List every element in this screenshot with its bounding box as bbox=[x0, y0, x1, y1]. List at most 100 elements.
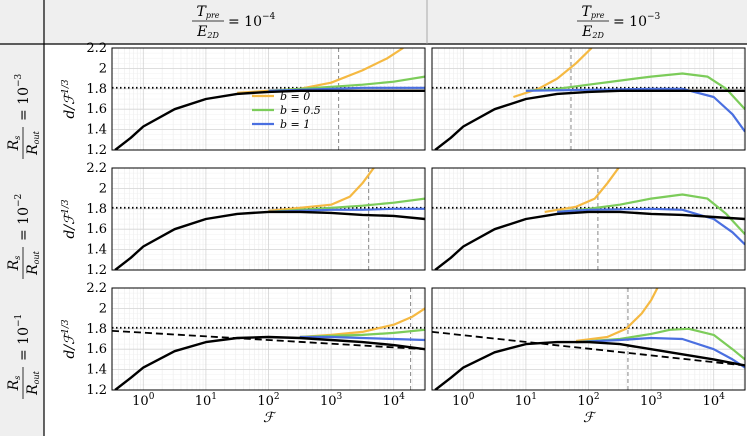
panel-1-1 bbox=[431, 167, 746, 271]
panel-2-0: 1.2 1.4 1.6 1.8 2 2.2 d/ℱ1/3 100 101 102 103 104 ℱ bbox=[61, 281, 426, 426]
col0-num: T bbox=[196, 4, 207, 20]
panel-frame bbox=[111, 287, 426, 391]
y-tick-label: 2.2 bbox=[86, 161, 107, 176]
panel-curves bbox=[432, 168, 745, 270]
panel-curves bbox=[112, 288, 425, 390]
col1-num: T bbox=[581, 4, 592, 20]
y-tick-label: 1.4 bbox=[86, 243, 107, 258]
panel-frame bbox=[111, 167, 426, 271]
svg-text:E2D: E2D bbox=[196, 24, 219, 40]
x-axis-label: ℱ bbox=[263, 410, 277, 426]
x-tick-label: 100 bbox=[132, 392, 155, 409]
panel-0-0: 1.2 1.4 1.6 1.8 2 2.2 d/ℱ1/3 b = 0b = 0.5b = 1 bbox=[61, 41, 426, 158]
base-curve bbox=[114, 335, 425, 390]
series-line-b2 bbox=[575, 336, 745, 369]
svg-text:Rs: Rs bbox=[6, 256, 22, 272]
series-line-b0 bbox=[268, 168, 375, 212]
base-curve bbox=[434, 89, 745, 150]
col0-exp: −4 bbox=[262, 12, 276, 22]
y-tick-label: 1.4 bbox=[86, 123, 107, 138]
row-header-1: Rs Rout = 10−2 bbox=[6, 194, 41, 279]
y-tick-label: 1.8 bbox=[86, 82, 107, 97]
y-tick-label: 1.6 bbox=[86, 222, 107, 237]
approximation-dashed-line bbox=[432, 330, 745, 367]
panel-0-1 bbox=[431, 47, 746, 151]
x-tick-label: 102 bbox=[257, 392, 279, 409]
svg-text:Tpre: Tpre bbox=[581, 4, 604, 20]
svg-text:Rs: Rs bbox=[6, 376, 22, 392]
y-tick-label: 1.8 bbox=[86, 322, 107, 337]
base-curve bbox=[114, 210, 425, 270]
legend-label: b = 0.5 bbox=[280, 104, 321, 117]
y-axis-label: d/ℱ1/3 bbox=[61, 319, 78, 358]
panel-curves bbox=[112, 48, 425, 150]
panel-curves bbox=[432, 48, 745, 150]
col1-den: E bbox=[581, 24, 592, 40]
svg-text:Rout: Rout bbox=[25, 250, 41, 276]
y-axis-label: d/ℱ1/3 bbox=[61, 199, 78, 238]
svg-text:= 10−1: = 10−1 bbox=[14, 314, 32, 361]
y-tick-label: 2 bbox=[99, 181, 107, 196]
svg-text:= 10−3: = 10−3 bbox=[613, 12, 661, 30]
series-line-b1 bbox=[557, 193, 745, 236]
panel-curves bbox=[112, 168, 425, 270]
y-tick-label: 2 bbox=[99, 301, 107, 316]
svg-text:E2D: E2D bbox=[581, 24, 604, 40]
y-tick-label: 2 bbox=[99, 61, 107, 76]
series-line-b2 bbox=[557, 207, 745, 246]
svg-text:= 10−3: = 10−3 bbox=[14, 73, 32, 121]
col1-eq: = 10 bbox=[613, 14, 647, 30]
legend: b = 0b = 0.5b = 1 bbox=[252, 90, 321, 131]
svg-text:Rout: Rout bbox=[25, 130, 41, 156]
x-tick-label: 104 bbox=[383, 392, 406, 409]
svg-text:Tpre: Tpre bbox=[196, 4, 219, 20]
legend-label: b = 1 bbox=[280, 118, 310, 131]
row-header-2: Rs Rout = 10−1 bbox=[6, 314, 41, 399]
series-line-b2 bbox=[525, 87, 745, 133]
svg-text:= 10−2: = 10−2 bbox=[14, 194, 32, 241]
y-tick-label: 2.2 bbox=[86, 281, 107, 296]
row-header-0: Rs Rout = 10−3 bbox=[6, 73, 41, 159]
y-tick-label: 1.4 bbox=[86, 363, 107, 378]
x-tick-label: 103 bbox=[640, 392, 663, 409]
panel-frame bbox=[431, 287, 746, 391]
x-tick-label: 101 bbox=[195, 392, 217, 409]
x-tick-label: 104 bbox=[703, 392, 726, 409]
x-axis-label: ℱ bbox=[583, 410, 597, 426]
panels: 1.2 1.4 1.6 1.8 2 2.2 d/ℱ1/3 b = 0b = 0.5b = 1 1… bbox=[61, 41, 746, 426]
series-line-b1 bbox=[525, 72, 745, 110]
series-line-b0 bbox=[575, 288, 659, 343]
x-tick-label: 102 bbox=[577, 392, 599, 409]
y-tick-label: 1.2 bbox=[86, 383, 107, 398]
panel-2-1: 100 101 102 103 104 ℱ bbox=[431, 287, 746, 426]
y-tick-label: 1.6 bbox=[86, 342, 107, 357]
approximation-dashed-line bbox=[112, 329, 425, 351]
y-tick-label: 1.8 bbox=[86, 202, 107, 217]
series-line-b2 bbox=[299, 335, 425, 342]
x-tick-label: 101 bbox=[515, 392, 537, 409]
series-line-b1 bbox=[575, 327, 745, 361]
y-tick-label: 1.2 bbox=[86, 143, 107, 158]
legend-label: b = 0 bbox=[280, 90, 310, 103]
col0-eq: = 10 bbox=[228, 14, 262, 30]
column-header-background bbox=[0, 0, 747, 44]
x-tick-label: 100 bbox=[452, 392, 475, 409]
y-tick-label: 1.6 bbox=[86, 102, 107, 117]
svg-text:Rout: Rout bbox=[25, 370, 41, 396]
series-line-b0 bbox=[544, 168, 620, 213]
base-curve bbox=[434, 340, 745, 390]
col1-exp: −3 bbox=[647, 12, 661, 22]
base-curve bbox=[434, 210, 745, 270]
y-axis-label: d/ℱ1/3 bbox=[61, 79, 78, 118]
x-tick-label: 103 bbox=[320, 392, 343, 409]
column-header-1: Tpre E2D = 10−3 bbox=[577, 4, 661, 40]
panel-curves bbox=[432, 288, 745, 390]
panel-frame bbox=[111, 47, 426, 151]
svg-text:= 10−4: = 10−4 bbox=[228, 12, 276, 30]
svg-text:Rs: Rs bbox=[6, 136, 22, 152]
panel-frame bbox=[431, 47, 746, 151]
col0-den: E bbox=[196, 24, 207, 40]
panel-frame bbox=[431, 167, 746, 271]
base-curve bbox=[114, 89, 425, 150]
